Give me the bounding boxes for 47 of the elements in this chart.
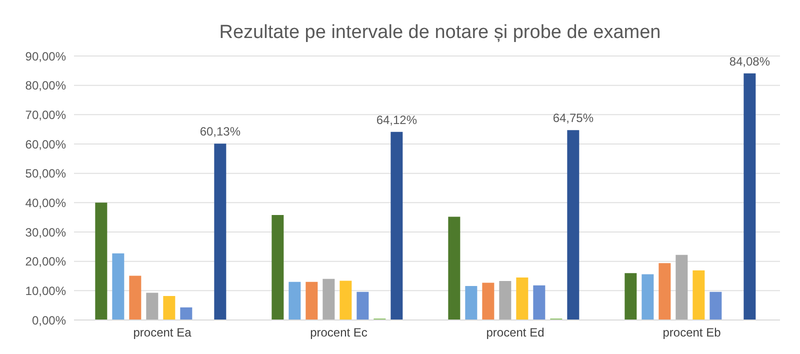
y-tick-label: 10,00%: [25, 284, 66, 298]
y-tick-label: 90,00%: [25, 49, 66, 64]
bar: [676, 254, 688, 320]
bar: [214, 144, 226, 320]
y-tick-label: 20,00%: [25, 254, 66, 269]
bar: [465, 286, 478, 320]
bar: [658, 263, 671, 320]
bar: [448, 216, 460, 320]
data-label: 60,13%: [200, 124, 241, 139]
bar: [95, 202, 108, 320]
x-tick-label: procent Eb: [662, 326, 722, 340]
bar: [180, 307, 192, 320]
bar: [482, 282, 494, 320]
bar: [744, 73, 756, 320]
bar: [163, 296, 176, 320]
bar: [288, 282, 301, 320]
chart-title: Rezultate pe intervale de notare și probe de examen: [218, 21, 662, 45]
y-tick-label: 0,00%: [32, 313, 66, 328]
y-tick-label: 30,00%: [25, 225, 66, 240]
y-tick-label: 40,00%: [25, 196, 66, 210]
data-label: 64,75%: [552, 111, 594, 126]
bar: [710, 292, 722, 320]
bar: [533, 285, 546, 320]
x-tick-label: procent Ea: [133, 326, 192, 340]
bar: [129, 276, 142, 320]
bar: [624, 273, 637, 320]
data-label: 64,12%: [376, 112, 418, 127]
bar: [356, 292, 369, 320]
bar: [340, 280, 352, 320]
bar: [322, 278, 335, 320]
bar: [272, 214, 284, 320]
bar: [306, 282, 318, 320]
bar: [112, 253, 124, 320]
y-tick-label: 50,00%: [25, 166, 66, 181]
y-tick-label: 70,00%: [25, 108, 66, 122]
bar: [642, 274, 654, 320]
bar: [146, 292, 158, 320]
bar: [516, 277, 528, 320]
x-tick-label: procent Ec: [310, 326, 368, 340]
bar: [390, 132, 403, 320]
bar: [499, 280, 512, 320]
bar: [567, 130, 580, 320]
data-label: 84,08%: [729, 54, 770, 68]
bar: [692, 270, 705, 320]
y-tick-label: 60,00%: [25, 137, 66, 152]
y-tick-label: 80,00%: [25, 78, 66, 93]
x-tick-label: procent Ed: [486, 326, 544, 340]
